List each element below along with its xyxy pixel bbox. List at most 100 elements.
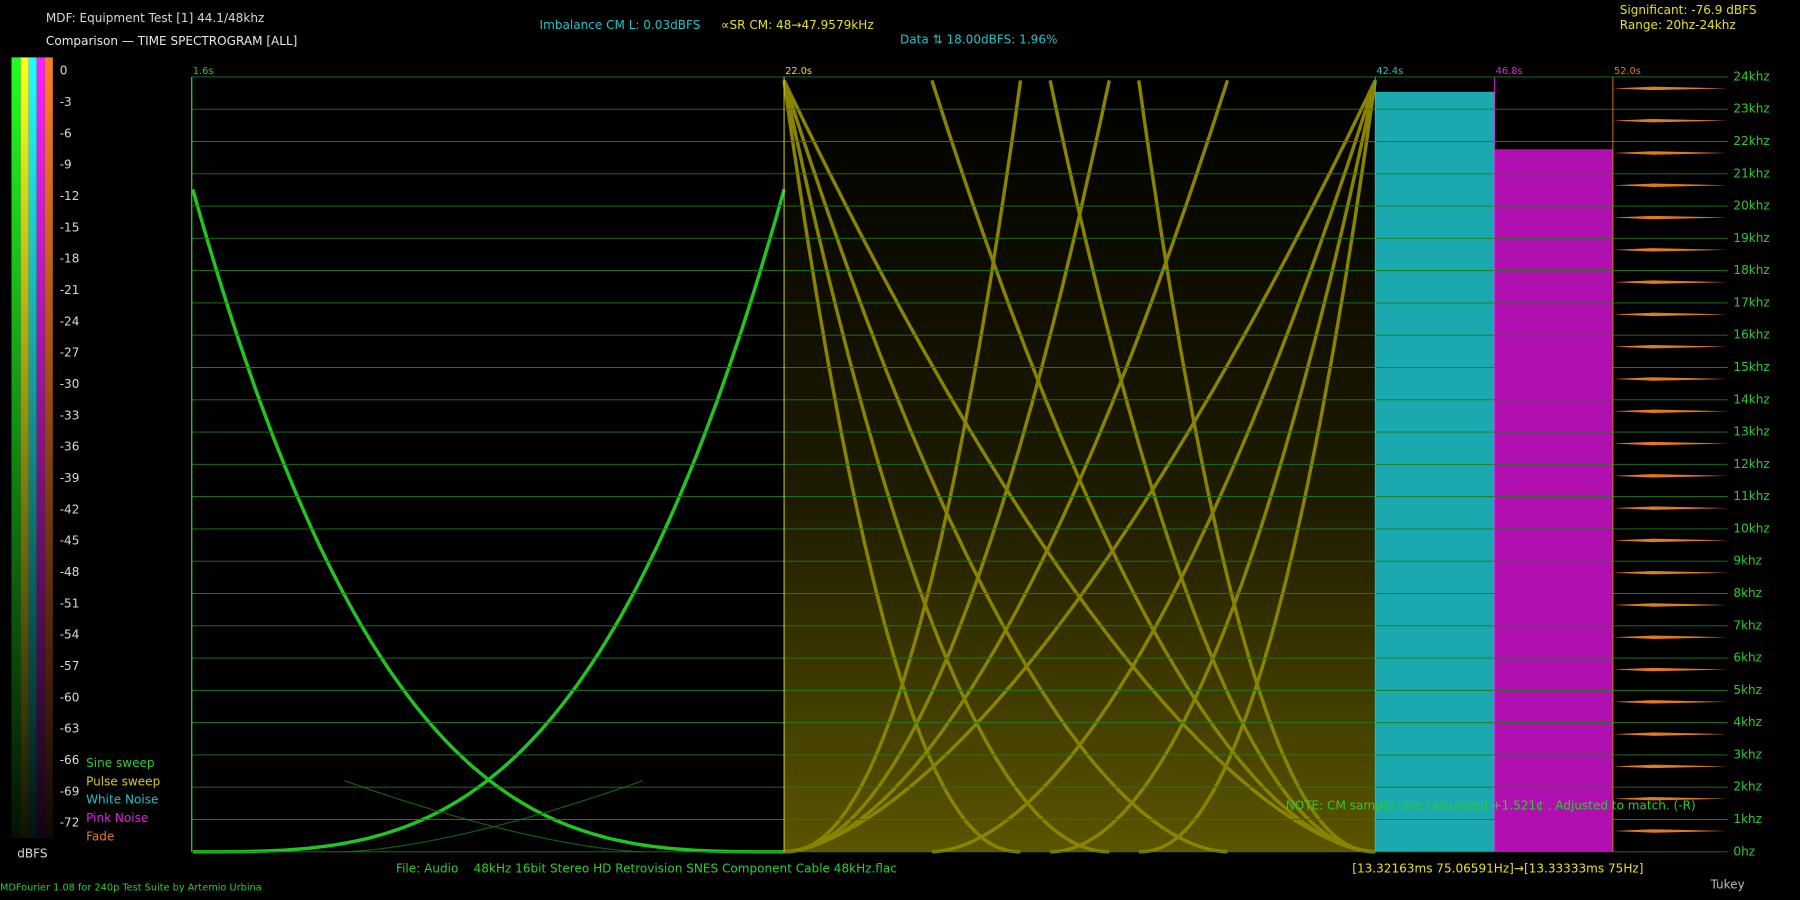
frequency-label: 7khz (1733, 618, 1762, 632)
grid (191, 76, 1728, 853)
scale-label: -24 (60, 314, 80, 328)
frequency-label: 18khz (1733, 263, 1769, 277)
frequency-label: 12khz (1733, 457, 1769, 471)
scale-label: -48 (60, 565, 80, 579)
frequency-label: 8khz (1733, 586, 1762, 600)
scale-magenta (36, 57, 45, 839)
scale-label: -66 (60, 753, 80, 767)
scale-label: -39 (60, 471, 80, 485)
scale-label: -69 (60, 784, 80, 798)
frequency-label: 19khz (1733, 231, 1769, 245)
frequency-label: 15khz (1733, 360, 1769, 374)
scale-label: -57 (60, 659, 80, 673)
scale-label: -54 (60, 628, 80, 642)
spectrogram-traces (191, 79, 1728, 854)
frequency-label: 23khz (1733, 102, 1769, 116)
time-marker: 1.6s (193, 66, 214, 77)
legend-entry: Sine sweep (86, 756, 154, 770)
time-marker: 52.0s (1614, 66, 1641, 77)
time-marker: 22.0s (785, 66, 812, 77)
fade-spike (1612, 570, 1728, 575)
time-marker: 42.4s (1376, 66, 1403, 77)
scale-label: -9 (60, 158, 72, 172)
frequency-label: 5khz (1733, 683, 1762, 697)
frequency-label: 2khz (1733, 780, 1762, 794)
scale-label: -18 (60, 252, 80, 266)
sine-faint (344, 780, 644, 853)
fade-spike (1612, 248, 1728, 252)
fade-spike (1612, 409, 1728, 413)
scale-label: -33 (60, 408, 80, 422)
scale-label: -45 (60, 534, 80, 548)
fade-spike (1612, 441, 1728, 446)
fade-spike (1612, 796, 1728, 801)
title: MDF: Equipment Test [1] 44.1/48khz (46, 11, 264, 25)
frequency-label: 4khz (1733, 715, 1762, 729)
pulse-trace (1050, 80, 1377, 854)
range: Range: 20hz-24khz (1620, 18, 1736, 32)
fade-spike (1612, 538, 1728, 543)
frequency-label: 24khz (1733, 69, 1769, 83)
fade-spike (1612, 280, 1728, 284)
pulse-trace (783, 79, 1377, 854)
scale-label: -63 (60, 722, 80, 736)
scale-green (11, 57, 21, 839)
scale-label: -6 (60, 126, 72, 140)
scale-label: -27 (60, 346, 80, 360)
scale-label: 0 (60, 64, 68, 78)
fade-spike (1612, 344, 1728, 349)
imbalance: Imbalance CM L: 0.03dBFS (540, 18, 701, 32)
fade-spike (1612, 183, 1728, 187)
legend-entry: Fade (86, 829, 114, 843)
file-info: File: Audio 48kHz 16bit Stereo HD Retrov… (396, 862, 897, 876)
white-noise-region (1375, 91, 1495, 852)
scale-label: -51 (60, 596, 80, 610)
fade-spike (1612, 151, 1728, 155)
fade-spike (1612, 829, 1728, 833)
sine-trace (192, 188, 786, 854)
fade-spike (1612, 118, 1728, 123)
frequency-label: 13khz (1733, 425, 1769, 439)
frequency-label: 14khz (1733, 392, 1769, 406)
scale-label: -60 (60, 690, 80, 704)
fade-spike (1612, 215, 1728, 220)
frequency-label: 16khz (1733, 328, 1769, 342)
frequency-label: 17khz (1733, 295, 1769, 309)
frequency-label: 22khz (1733, 134, 1769, 148)
scale-unit: dBFS (17, 847, 47, 861)
pulse-trace (784, 79, 1111, 854)
fade-spike (1612, 700, 1728, 704)
timing: [13.32163ms 75.06591Hz]→[13.33333ms 75Hz… (1352, 862, 1643, 876)
pulse-trace (783, 79, 1230, 854)
pulse-trace (931, 79, 1377, 854)
legend-entry: White Noise (86, 793, 158, 807)
scale-label: -30 (60, 377, 80, 391)
scale-label: -36 (60, 440, 80, 454)
legend-entry: Pink Noise (86, 811, 148, 825)
fade-spike (1612, 474, 1728, 478)
fade-spike (1612, 635, 1728, 639)
legend-entry: Pulse sweep (86, 774, 160, 788)
note: NOTE: CM sample rate calculated +1.521¢ … (1286, 798, 1696, 812)
frequency-label: 3khz (1733, 747, 1762, 761)
scale-cyan (28, 57, 37, 839)
window: Tukey (1709, 878, 1744, 892)
scale-label: -72 (60, 816, 80, 830)
frequency-label: 0hz (1733, 844, 1755, 858)
frequency-label: 10khz (1733, 521, 1769, 535)
frequency-label: 21khz (1733, 166, 1769, 180)
fade-spike (1612, 377, 1728, 381)
scale-orange (44, 57, 53, 839)
significant: Significant: -76.9 dBFS (1620, 3, 1757, 17)
scale-label: -12 (60, 189, 80, 203)
scale-label: -15 (60, 220, 80, 234)
fade-spike (1612, 506, 1728, 510)
frequency-label: 9khz (1733, 554, 1762, 568)
fade-spike (1612, 603, 1728, 607)
frequency-label: 6khz (1733, 651, 1762, 665)
scale-label: -21 (60, 283, 80, 297)
fade-spike (1612, 86, 1728, 91)
sample-rate: ∝SR CM: 48→47.9579kHz (721, 18, 874, 32)
scale-yellow (20, 57, 29, 839)
